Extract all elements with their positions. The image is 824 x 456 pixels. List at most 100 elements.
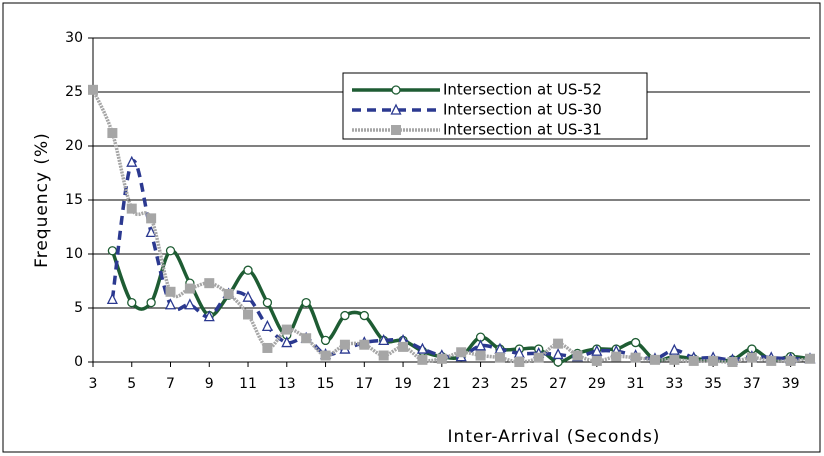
marker [727, 357, 738, 367]
y-tick-label: 25 [65, 84, 83, 100]
marker [688, 355, 699, 366]
x-tick-label: 13 [278, 376, 296, 392]
marker [165, 286, 176, 297]
marker [591, 344, 603, 356]
marker [668, 343, 680, 355]
x-tick-label: 33 [665, 376, 683, 392]
marker [242, 290, 254, 302]
y-tick-label: 20 [65, 138, 83, 154]
marker [203, 310, 215, 322]
marker [261, 319, 273, 332]
marker [165, 246, 176, 256]
y-axis-label: Frequency (%) [32, 132, 52, 268]
x-tick-label: 23 [472, 376, 490, 392]
marker [359, 310, 369, 321]
marker [417, 354, 428, 365]
marker [378, 350, 389, 361]
y-tick-label: 0 [74, 354, 83, 370]
marker [494, 352, 505, 363]
marker [456, 347, 467, 358]
marker [611, 351, 622, 362]
marker [572, 350, 583, 361]
marker [184, 283, 195, 294]
marker [107, 246, 118, 256]
legend-label: Intersection at US-30 [443, 101, 602, 119]
x-tick-label: 17 [355, 376, 373, 392]
marker [281, 324, 292, 335]
x-tick-label: 11 [239, 376, 257, 392]
x-tick-label: 31 [627, 376, 645, 392]
marker [164, 298, 177, 310]
y-tick-label: 15 [65, 192, 83, 208]
marker [416, 342, 428, 354]
y-tick-label: 5 [74, 300, 83, 316]
marker [281, 336, 293, 348]
marker [184, 298, 196, 310]
marker [126, 203, 137, 214]
y-tick-label: 30 [65, 30, 83, 46]
marker [591, 355, 602, 366]
marker [553, 338, 564, 349]
marker [301, 333, 312, 344]
marker [630, 352, 641, 363]
marker [390, 103, 402, 115]
x-tick-label: 39 [782, 376, 800, 392]
marker [127, 297, 137, 308]
x-tick-label: 37 [743, 376, 761, 392]
marker [146, 297, 156, 308]
x-tick-label: 29 [588, 376, 606, 392]
x-tick-label: 35 [704, 376, 722, 392]
x-tick-label: 15 [317, 376, 335, 392]
y-tick-label: 10 [65, 246, 83, 262]
marker [223, 288, 234, 299]
marker [204, 278, 215, 289]
marker [106, 292, 118, 305]
marker [514, 357, 525, 367]
marker [88, 84, 98, 95]
marker [552, 347, 564, 360]
x-tick-label: 25 [510, 376, 528, 392]
marker [398, 341, 409, 352]
marker [475, 339, 487, 351]
marker [243, 265, 253, 275]
marker [649, 354, 660, 365]
marker [785, 355, 796, 366]
marker [340, 310, 350, 321]
x-tick-label: 7 [166, 376, 175, 392]
marker [243, 309, 254, 320]
marker [320, 350, 331, 361]
marker [746, 352, 757, 363]
x-tick-label: 21 [433, 376, 451, 392]
marker [359, 339, 370, 350]
marker [339, 339, 350, 350]
marker [378, 333, 390, 346]
marker [708, 355, 719, 366]
marker [805, 353, 815, 364]
legend-label: Intersection at US-52 [443, 81, 602, 99]
marker [766, 355, 777, 366]
marker [533, 352, 544, 363]
marker [262, 342, 273, 353]
marker [391, 125, 401, 135]
marker [553, 357, 563, 367]
marker [262, 297, 273, 308]
x-tick-label: 27 [549, 376, 567, 392]
x-tick-label: 9 [205, 376, 214, 392]
marker [391, 85, 401, 95]
marker [146, 213, 157, 224]
marker [301, 297, 311, 308]
marker [436, 353, 447, 364]
marker [107, 128, 118, 139]
marker [320, 335, 331, 346]
x-tick-label: 19 [394, 376, 412, 392]
marker [145, 225, 157, 238]
marker [126, 155, 138, 167]
legend-label: Intersection at US-31 [443, 121, 602, 139]
marker [630, 337, 641, 348]
x-tick-label: 3 [89, 376, 98, 392]
x-tick-label: 5 [127, 376, 136, 392]
marker [475, 350, 486, 361]
marker [669, 354, 680, 365]
x-axis-label: Inter-Arrival (Seconds) [448, 427, 661, 447]
